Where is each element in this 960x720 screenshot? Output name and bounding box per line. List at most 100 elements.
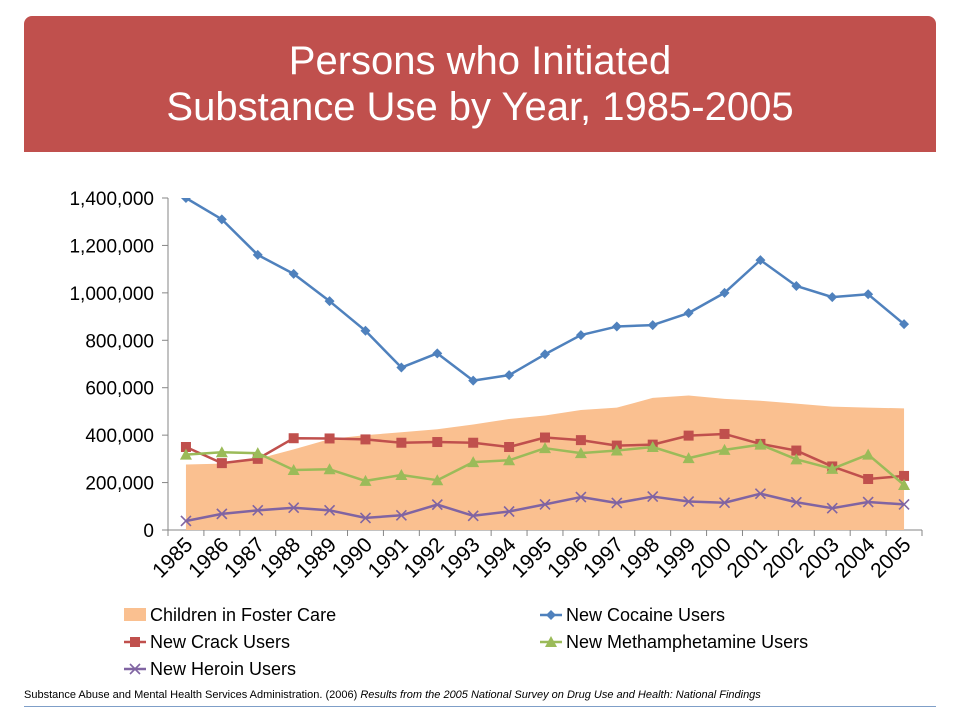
point-new-methamphetamine-users (826, 462, 839, 474)
point-new-cocaine-users (719, 287, 730, 298)
point-new-methamphetamine-users (862, 448, 875, 460)
point-new-heroin-users (647, 490, 659, 503)
y-tick-label: 400,000 (85, 426, 154, 447)
point-new-crack-users (899, 470, 910, 481)
y-tick-label: 1,400,000 (69, 189, 154, 210)
y-tick-label: 200,000 (85, 474, 154, 495)
point-new-methamphetamine-users (323, 463, 336, 475)
point-new-methamphetamine-users (754, 438, 767, 450)
x-tick-label: 2005 (866, 533, 915, 582)
point-new-crack-users (360, 434, 371, 445)
x-tick-label: 2003 (794, 533, 843, 582)
x-tick-label: 1991 (364, 533, 413, 582)
legend-label: New Crack Users (150, 632, 290, 652)
slide-title-line-2: Substance Use by Year, 1985-2005 (166, 85, 794, 129)
point-new-crack-users (396, 437, 407, 448)
point-new-methamphetamine-users (503, 454, 516, 466)
point-new-cocaine-users (540, 349, 550, 360)
point-new-crack-users (180, 442, 191, 452)
point-new-crack-users (575, 435, 586, 446)
point-new-crack-users (791, 445, 802, 456)
title-banner: Persons who Initiated Substance Use by Y… (24, 16, 936, 152)
point-new-heroin-users (252, 504, 264, 516)
footer-divider (24, 706, 936, 707)
x-tick-label: 1987 (220, 533, 269, 582)
legend-label: Children in Foster Care (150, 605, 336, 625)
x-tick-label: 2000 (687, 533, 736, 582)
point-new-heroin-users (395, 509, 407, 521)
y-tick-label: 800,000 (85, 331, 154, 352)
point-new-cocaine-users (324, 296, 335, 307)
source-citation: Substance Abuse and Mental Health Servic… (24, 689, 761, 701)
point-new-crack-users (719, 428, 730, 439)
legend-label: New Cocaine Users (566, 605, 725, 625)
point-new-cocaine-users (180, 198, 191, 203)
x-tick-label: 1993 (435, 533, 484, 582)
x-tick-label: 2004 (830, 533, 880, 583)
y-tick-label: 0 (143, 521, 154, 542)
point-new-cocaine-users (216, 214, 227, 225)
point-new-methamphetamine-users (251, 447, 264, 459)
point-new-crack-users (216, 458, 227, 469)
y-tick-label: 1,200,000 (69, 236, 154, 257)
point-new-cocaine-users (827, 292, 838, 303)
x-tick-label: 1995 (507, 533, 556, 582)
point-new-heroin-users (790, 496, 802, 508)
point-new-cocaine-users (504, 370, 515, 381)
point-new-heroin-users (359, 512, 372, 524)
point-new-cocaine-users (575, 330, 586, 341)
x-tick-label: 1990 (328, 533, 377, 582)
point-new-heroin-users (324, 504, 336, 516)
point-new-cocaine-users (755, 255, 766, 266)
point-new-heroin-users (862, 496, 874, 508)
point-new-methamphetamine-users (359, 474, 372, 486)
point-new-heroin-users (288, 502, 300, 514)
x-tick-label: 1999 (651, 533, 700, 582)
point-new-cocaine-users (791, 280, 802, 291)
point-new-cocaine-users (396, 362, 407, 373)
point-new-cocaine-users (360, 325, 371, 336)
point-new-heroin-users (431, 499, 443, 511)
point-new-heroin-users (611, 497, 623, 509)
point-new-crack-users (324, 433, 335, 444)
point-new-heroin-users (575, 491, 587, 503)
y-tick-label: 1,000,000 (69, 284, 154, 305)
point-new-cocaine-users (468, 375, 479, 386)
point-new-heroin-users (718, 497, 731, 509)
point-new-methamphetamine-users (646, 441, 659, 452)
point-new-crack-users (683, 430, 694, 441)
point-new-methamphetamine-users (574, 447, 587, 459)
point-new-heroin-users (683, 495, 695, 508)
legend-marker (546, 610, 556, 620)
source-title: Results from the 2005 National Survey on… (360, 689, 761, 701)
x-tick-label: 1986 (184, 533, 233, 582)
point-new-methamphetamine-users (467, 456, 480, 468)
point-new-cocaine-users (683, 308, 694, 319)
point-new-methamphetamine-users (790, 453, 803, 465)
point-new-methamphetamine-users (395, 468, 408, 480)
point-new-methamphetamine-users (539, 442, 551, 454)
legend-marker (129, 663, 141, 675)
point-new-cocaine-users (252, 249, 263, 260)
point-new-crack-users (432, 437, 443, 448)
point-new-cocaine-users (647, 320, 658, 331)
point-new-crack-users (468, 437, 479, 448)
point-new-methamphetamine-users (179, 448, 192, 460)
point-new-methamphetamine-users (898, 478, 911, 490)
x-tick-label: 1994 (471, 533, 521, 583)
point-new-heroin-users (826, 502, 838, 514)
point-new-crack-users (863, 474, 874, 485)
point-new-heroin-users (754, 488, 766, 500)
point-new-cocaine-users (288, 268, 299, 279)
point-new-crack-users (504, 442, 515, 452)
x-tick-label: 1989 (292, 533, 341, 582)
x-tick-label: 1992 (400, 533, 449, 582)
source-text: Substance Abuse and Mental Health Servic… (24, 689, 358, 701)
point-new-crack-users (288, 433, 299, 444)
point-new-heroin-users (180, 515, 192, 527)
x-tick-label: 1985 (148, 533, 197, 582)
point-new-cocaine-users (863, 289, 874, 300)
x-tick-label: 1998 (615, 533, 664, 582)
point-new-heroin-users (898, 498, 910, 510)
